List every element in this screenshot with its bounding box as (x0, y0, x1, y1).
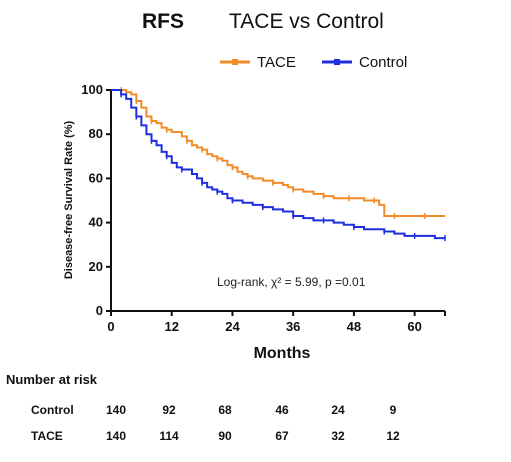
risk-row-label-control: Control (31, 403, 74, 417)
x-tick-label: 60 (407, 319, 421, 334)
y-tick-label: 20 (89, 259, 103, 274)
x-tick-label: 12 (164, 319, 178, 334)
x-tick-label: 0 (107, 319, 114, 334)
legend-marker-control (334, 59, 340, 65)
logrank-annotation: Log-rank, χ² = 5.99, p =0.01 (217, 275, 366, 289)
axes: 0 20 40 60 80 100 0 12 24 36 48 60 (81, 82, 446, 334)
y-tick-label: 60 (89, 170, 103, 185)
legend-marker-tace (232, 59, 238, 65)
risk-cell: 68 (218, 403, 232, 417)
risk-cell: 114 (159, 429, 179, 443)
y-axis-title: Disease-free Survival Rate (%) (63, 120, 75, 279)
legend-label-control: Control (359, 54, 407, 71)
risk-cell: 90 (218, 429, 232, 443)
series-line-control (111, 89, 445, 240)
risk-cell: 140 (106, 429, 126, 443)
y-tick-label: 80 (89, 126, 103, 141)
x-tick-label: 24 (225, 319, 240, 334)
x-tick-label: 48 (347, 319, 361, 334)
y-tick-label: 40 (89, 215, 103, 230)
y-tick-label: 100 (81, 82, 103, 97)
chart-title-strong: RFS (142, 10, 184, 33)
risk-table: Control 140 92 68 46 24 9 TACE 140 114 90 67 32 12 (31, 403, 400, 443)
risk-cell: 9 (390, 403, 397, 417)
risk-row-label-tace: TACE (31, 429, 63, 443)
legend-label-tace: TACE (257, 54, 296, 71)
risk-cell: 140 (106, 403, 126, 417)
x-tick-label: 36 (286, 319, 300, 334)
plot-area (111, 87, 446, 242)
risk-table-title: Number at risk (6, 372, 98, 387)
chart-title: TACE vs Control (229, 10, 384, 33)
risk-cell: 24 (331, 403, 345, 417)
risk-cell: 32 (331, 429, 345, 443)
x-axis-title: Months (254, 345, 311, 362)
series-line-tace (111, 89, 445, 217)
risk-cell: 12 (386, 429, 400, 443)
legend: TACE Control (220, 54, 407, 71)
risk-cell: 92 (162, 403, 176, 417)
y-tick-label: 0 (96, 303, 103, 318)
risk-cell: 46 (275, 403, 289, 417)
risk-cell: 67 (275, 429, 289, 443)
